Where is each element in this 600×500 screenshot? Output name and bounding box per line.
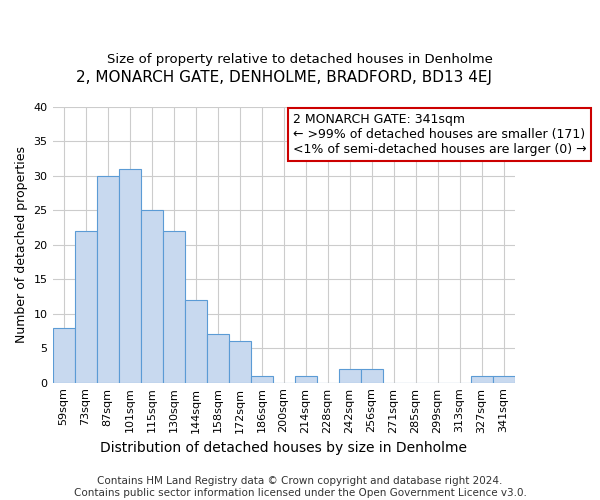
Bar [140,210,163,382]
Bar [470,376,493,382]
Bar [163,231,185,382]
Bar [119,169,140,382]
Bar [295,376,317,382]
Title: 2, MONARCH GATE, DENHOLME, BRADFORD, BD13 4EJ: 2, MONARCH GATE, DENHOLME, BRADFORD, BD1… [76,70,491,85]
Bar [53,328,74,382]
Text: Contains HM Land Registry data © Crown copyright and database right 2024.
Contai: Contains HM Land Registry data © Crown c… [74,476,526,498]
Bar [251,376,272,382]
X-axis label: Distribution of detached houses by size in Denholme: Distribution of detached houses by size … [100,441,467,455]
Bar [493,376,515,382]
Bar [361,369,383,382]
Text: Size of property relative to detached houses in Denholme: Size of property relative to detached ho… [107,52,493,66]
Text: 2 MONARCH GATE: 341sqm
← >99% of detached houses are smaller (171)
<1% of semi-d: 2 MONARCH GATE: 341sqm ← >99% of detache… [293,112,586,156]
Bar [206,334,229,382]
Y-axis label: Number of detached properties: Number of detached properties [15,146,28,344]
Bar [229,342,251,382]
Bar [338,369,361,382]
Bar [74,231,97,382]
Bar [97,176,119,382]
Bar [185,300,206,382]
